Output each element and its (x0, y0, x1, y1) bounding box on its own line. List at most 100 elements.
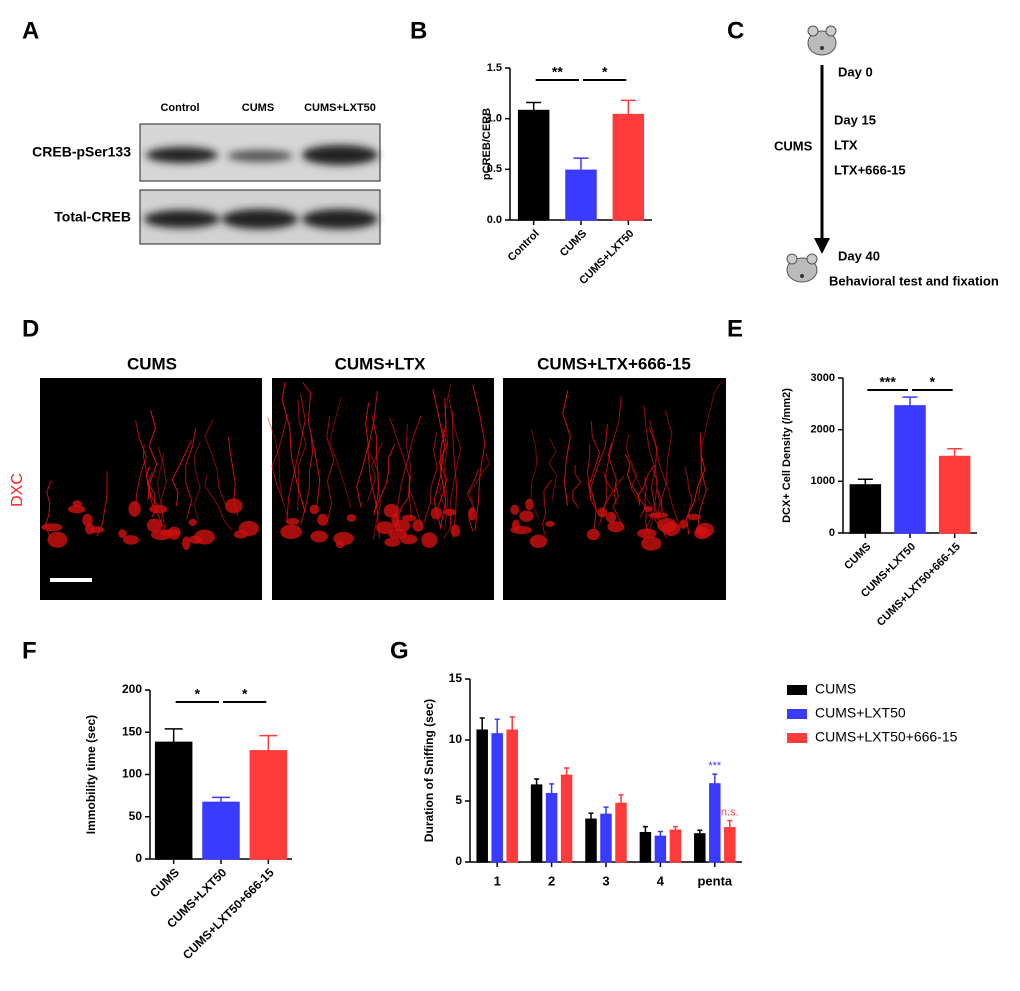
micrographs: CUMS CUMS+LTX CUMS+LTX+666-15 DXC (9, 354, 726, 600)
y-tick-label: 2000 (811, 424, 835, 436)
soma (421, 532, 438, 548)
dendrite (193, 441, 201, 520)
error-bar (727, 819, 733, 828)
bar (709, 783, 721, 863)
dendrite (157, 446, 167, 537)
dendrite (405, 423, 423, 530)
dendrite (624, 453, 641, 506)
soma (443, 508, 457, 516)
timeline: Day 0 CUMS Day 15 LTX LTX+666-15 Day 40 … (774, 25, 999, 288)
y-tick-label: 1000 (811, 475, 835, 487)
x-tick-label: 2 (548, 873, 555, 888)
dendrite (664, 409, 681, 529)
blot-bands (144, 145, 378, 229)
timeline-text: Day 15 (834, 112, 876, 127)
y-tick-label: 1.5 (487, 62, 502, 74)
timeline-text: Day 40 (838, 248, 880, 263)
significance-label: *** (879, 374, 896, 390)
y-tick-label: 5 (455, 793, 462, 807)
bar (530, 784, 543, 863)
error-bar (573, 157, 589, 171)
x-tick-label: 3 (602, 873, 609, 888)
dendrite (435, 428, 448, 513)
legend-swatch (787, 733, 807, 743)
soma (679, 519, 688, 529)
x-tick-label: 1 (494, 873, 501, 888)
dendrite (586, 443, 598, 513)
error-bar (549, 783, 555, 794)
dendrite (300, 433, 314, 526)
dendrite (286, 393, 306, 524)
bar (612, 113, 645, 221)
bar (154, 741, 193, 860)
error-bar (588, 812, 594, 820)
soma (687, 513, 701, 520)
dendrite (142, 444, 154, 507)
chart: 0 1000 2000 3000 DCX+ Cell Density (/mm2) CUM… (781, 372, 977, 629)
soma (68, 504, 86, 514)
dendrite (171, 440, 192, 506)
soma (636, 528, 657, 539)
dendrite (443, 383, 452, 531)
dendrite (367, 442, 383, 502)
legend-label: CUMS (815, 681, 856, 697)
y-tick-label: 15 (449, 671, 463, 685)
dendrite (607, 442, 617, 505)
error-bar (509, 716, 515, 731)
bar (694, 833, 706, 863)
micrograph-title: CUMS (127, 354, 177, 373)
panel-letters: A B C D E F G (22, 17, 744, 664)
blot-column: Control (160, 102, 199, 114)
bar (894, 405, 926, 534)
neuron-texture (510, 381, 722, 551)
x-tick-label: CUMS+LXT50+666-15 (180, 865, 277, 962)
error-bar (259, 734, 278, 751)
x-tick-label: CUMS (558, 228, 589, 259)
x-tick-label: CUMS (842, 541, 873, 572)
bar (639, 831, 652, 863)
y-tick-label: 0.5 (487, 163, 502, 175)
dendrite (598, 395, 622, 526)
soma (648, 512, 669, 519)
dendrite (297, 399, 307, 511)
timeline-text: Behavioral test and fixation (829, 273, 999, 288)
bar (600, 813, 612, 863)
y-axis-label: Duration of Sniffing (sec) (422, 699, 436, 842)
soma (597, 507, 608, 518)
bar (849, 484, 882, 534)
y-tick-label: 100 (122, 767, 142, 781)
dendrite (562, 390, 571, 506)
error-bar (857, 478, 873, 485)
error-bar (564, 767, 570, 776)
dendrite (644, 476, 650, 535)
dendrite (271, 414, 288, 501)
significance-label: * (930, 374, 936, 390)
error-bar (642, 825, 648, 833)
error-bar (494, 718, 500, 734)
x-tick-label: Control (506, 228, 542, 264)
bar (506, 729, 518, 863)
soma (47, 531, 68, 548)
error-bar (620, 99, 636, 115)
chart: 0 5 10 15 Duration of Sniffing (sec) 1 2 3 4 pent… (422, 671, 957, 888)
legend-swatch (787, 685, 807, 695)
timeline-text: Day 0 (838, 64, 873, 79)
soma (149, 504, 168, 514)
soma (607, 521, 625, 533)
blot-column: CUMS+LXT50 (304, 102, 376, 114)
error-bar (618, 794, 624, 804)
dendrite (649, 419, 667, 528)
bar (938, 455, 971, 534)
soma (146, 518, 162, 533)
dendrite (588, 421, 601, 501)
error-bar (697, 829, 703, 834)
y-tick-label: 50 (129, 809, 143, 823)
dendrite (369, 453, 381, 540)
bar (565, 169, 597, 221)
soma (238, 520, 259, 537)
soma (644, 505, 653, 513)
panel-letter: E (727, 315, 743, 342)
soma (605, 511, 617, 523)
